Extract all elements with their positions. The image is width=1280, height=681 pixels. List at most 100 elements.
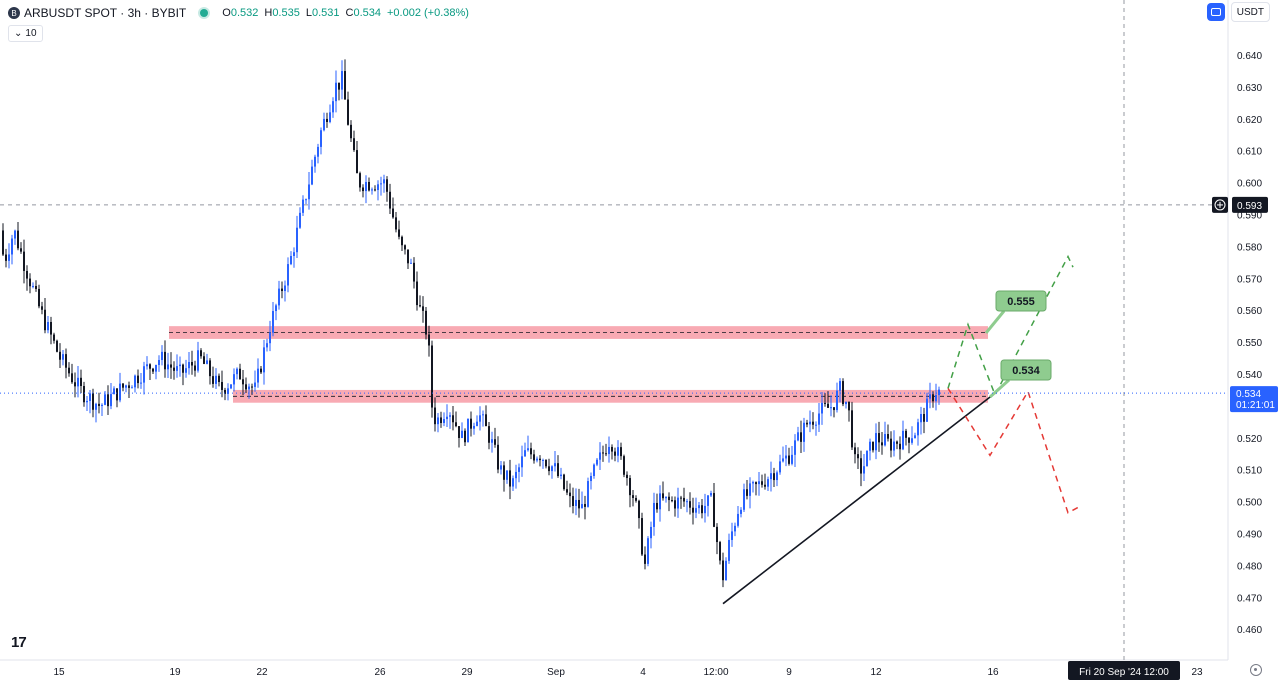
price-axis[interactable]: 0.640 0.630 0.620 0.610 0.600 0.590 0.580 0.570… [1237, 51, 1262, 636]
y-tick-label: 0.510 [1237, 466, 1262, 477]
currency-button[interactable]: USDT [1230, 2, 1270, 22]
candle-body [869, 441, 871, 451]
candle-body [20, 248, 22, 252]
candle-body [365, 181, 367, 192]
candle-body [353, 138, 355, 151]
tradingview-logo-icon[interactable]: 17 [11, 634, 27, 651]
candle-body [914, 435, 916, 439]
candle-body [575, 499, 577, 506]
candle-body [161, 351, 163, 361]
candle-body [554, 463, 556, 467]
candle-body [92, 393, 94, 410]
candle-body [401, 236, 403, 246]
candle-body [101, 404, 103, 406]
candle-body [380, 183, 382, 185]
candle-body [512, 478, 514, 487]
candle-body [902, 430, 904, 450]
candle-body [89, 393, 91, 401]
candle-body [866, 450, 868, 467]
candle-body [806, 422, 808, 425]
ohlc-high-key: H [264, 7, 273, 19]
candle-body [389, 191, 391, 209]
crosshair-date-tag [1068, 661, 1180, 680]
chevron-down-icon: ⌄ [14, 28, 23, 39]
candle-body [278, 288, 280, 306]
candle-body [212, 376, 214, 384]
annotation-label: 0.555 [1007, 296, 1035, 308]
candle-body [878, 433, 880, 443]
candle-body [200, 350, 202, 357]
candle-body [158, 360, 160, 365]
candle-body [485, 414, 487, 427]
candle-body [434, 407, 436, 425]
candle-body [680, 497, 682, 499]
time-axis[interactable]: 15 19 22 26 29 Sep 4 12:00 9 12 16 23 [53, 667, 1203, 678]
candle-body [245, 384, 247, 390]
indicator-count: 10 [25, 28, 37, 39]
candle-body [620, 447, 622, 457]
candle-body [839, 381, 841, 391]
candle-body [53, 334, 55, 341]
candle-body [317, 146, 319, 157]
candle-body [251, 386, 253, 388]
candle-body [665, 496, 667, 499]
scenario-paths [947, 254, 1081, 514]
candle-body [41, 306, 43, 310]
candle-body [458, 426, 460, 438]
bybit-symbol-icon: B [8, 7, 20, 19]
candle-body [863, 466, 865, 474]
candle-body [392, 208, 394, 218]
candle-body [416, 281, 418, 306]
crosshair-plus-icon-ring [1214, 199, 1226, 211]
y-tick-label: 0.590 [1237, 211, 1262, 222]
candle-body [899, 443, 901, 450]
candle-body [938, 389, 940, 396]
candle-body [524, 450, 526, 457]
candle-body [530, 448, 532, 455]
candle-body [551, 466, 553, 472]
candle-body [845, 401, 847, 405]
candle-body [377, 184, 379, 191]
candle-body [110, 394, 112, 407]
candle-body [344, 71, 346, 100]
symbol-title[interactable]: ARBUSDT SPOT · 3h · BYBIT [24, 6, 187, 20]
candle-body [71, 373, 73, 383]
ohlc-values: O0.532 H0.535 L0.531 C0.534 +0.002 (+0.3… [222, 7, 469, 19]
candle-body [68, 367, 70, 374]
candle-body [674, 500, 676, 509]
candle-body [461, 430, 463, 438]
candle-body [671, 500, 673, 502]
candle-body [449, 415, 451, 417]
candle-body [98, 403, 100, 406]
candle-body [59, 351, 61, 360]
candle-body [398, 229, 400, 237]
candle-body [566, 489, 568, 493]
candle-body [260, 368, 262, 373]
candle-body [191, 362, 193, 366]
candle-body [851, 410, 853, 448]
candle-body [821, 402, 823, 414]
candle-body [35, 285, 37, 289]
candle-body [473, 425, 475, 429]
candle-body [812, 421, 814, 425]
candle-body [428, 334, 430, 346]
candle-body [701, 505, 703, 514]
candle-body [140, 382, 142, 384]
candle-body [293, 252, 295, 256]
y-tick-label: 0.610 [1237, 147, 1262, 158]
candle-body [932, 394, 934, 402]
annotation-pointer [988, 378, 1011, 399]
candle-body [752, 482, 754, 484]
candle-body [722, 560, 724, 581]
indicator-collapse-toggle[interactable]: ⌄ 10 [8, 25, 43, 42]
candle-body [254, 382, 256, 387]
candle-body [908, 437, 910, 443]
candle-body [227, 388, 229, 394]
candle-body [281, 288, 283, 292]
bullish-scenario-path [947, 254, 1074, 397]
compare-icon[interactable] [1206, 3, 1225, 21]
candle-body [884, 434, 886, 446]
settings-gear-icon[interactable] [1250, 664, 1262, 676]
candle-body [785, 455, 787, 459]
